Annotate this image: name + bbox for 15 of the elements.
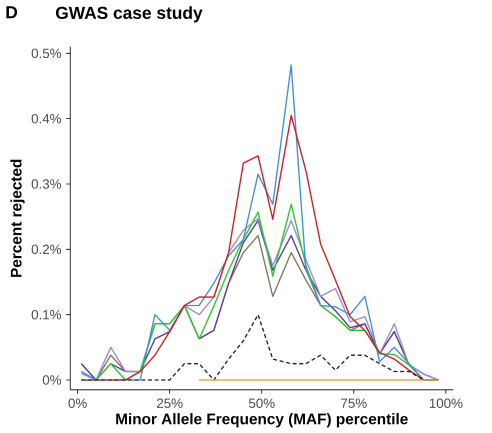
y-tick-label: 0% <box>42 375 62 385</box>
text: D <box>6 6 18 18</box>
y-tick-label: 0.3% <box>32 179 62 189</box>
y-axis-title: Percent rejected <box>10 160 25 277</box>
x-tick-label: 100% <box>430 398 462 408</box>
x-axis-title: Minor Allele Frequency (MAF) percentile <box>116 413 408 428</box>
x-tick-label: 50% <box>248 398 275 408</box>
x-tick-label: 25% <box>156 398 183 408</box>
x-tick-label: 0% <box>68 398 87 408</box>
x-tick-label: 75% <box>341 398 367 408</box>
chart-title: GWAS case study <box>56 6 203 22</box>
y-tick-label: 0.1% <box>32 310 62 320</box>
y-tick-label: 0.5% <box>32 48 62 58</box>
y-tick-label: 0.2% <box>32 244 62 254</box>
y-tick-label: 0.4% <box>32 114 62 124</box>
